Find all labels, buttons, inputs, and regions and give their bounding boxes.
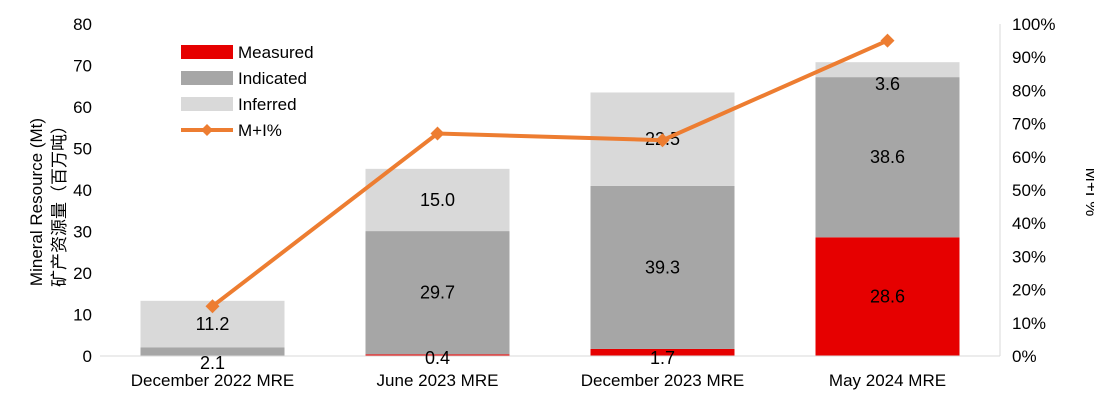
bar-data-label: 38.6 — [870, 147, 905, 167]
y-tick-label: 40 — [73, 181, 92, 200]
legend-marker — [201, 124, 213, 136]
bar-indicated — [815, 77, 960, 238]
y2-tick-label: 90% — [1012, 48, 1046, 67]
bar-data-label: 28.6 — [870, 287, 905, 307]
y2-tick-label: 40% — [1012, 214, 1046, 233]
bar-measured — [815, 237, 960, 356]
line-series-layer — [205, 33, 895, 314]
bar-data-label: 1.7 — [650, 348, 675, 368]
y2-tick-label: 100% — [1012, 15, 1055, 34]
y-tick-label: 60 — [73, 98, 92, 117]
y-axis-title: Mineral Resource (Mt) — [27, 118, 46, 286]
bar-indicated — [365, 231, 510, 355]
line-marker — [880, 33, 895, 48]
x-category-label: June 2023 MRE — [377, 371, 499, 390]
y2-tick-label: 80% — [1012, 81, 1046, 100]
legend-label: Indicated — [238, 69, 307, 88]
legend-label: Measured — [238, 43, 314, 62]
bar-data-label: 3.6 — [875, 74, 900, 94]
x-category-label: December 2022 MRE — [131, 371, 294, 390]
right-axis-ticks: 0% 10% 20% 30% 40% 50% 60% 70% 80% 90% 100% — [1012, 15, 1055, 366]
y-tick-label: 30 — [73, 223, 92, 242]
bar-data-label: 0.4 — [425, 348, 450, 368]
y2-tick-label: 20% — [1012, 281, 1046, 300]
bar-data-label: 15.0 — [420, 190, 455, 210]
line-m-plus-i — [211, 38, 889, 308]
y-tick-label: 10 — [73, 306, 92, 325]
bar-indicated — [590, 185, 735, 349]
bar-data-labels: 2.111.229.715.039.322.528.638.63.60.41.7 — [196, 74, 905, 373]
bar-data-label: 39.3 — [645, 257, 680, 277]
legend-swatch — [181, 45, 233, 59]
y2-tick-label: 10% — [1012, 314, 1046, 333]
left-axis-ticks: 0 10 20 30 40 50 60 70 80 — [73, 15, 92, 366]
x-category-label: May 2024 MRE — [829, 371, 946, 390]
bar-measured — [365, 354, 510, 356]
line-marker — [430, 126, 445, 141]
y-tick-label: 0 — [83, 347, 92, 366]
bar-measured — [590, 348, 735, 356]
y2-tick-label: 70% — [1012, 115, 1046, 134]
line-marker — [655, 133, 670, 148]
y-tick-label: 80 — [73, 15, 92, 34]
bar-data-label: 11.2 — [196, 314, 230, 334]
y-tick-label: 50 — [73, 140, 92, 159]
x-category-label: December 2023 MRE — [581, 371, 744, 390]
legend-swatch — [181, 71, 233, 85]
category-labels: December 2022 MRE June 2023 MRE December 2… — [131, 371, 946, 390]
line-marker — [205, 299, 220, 314]
bar-data-label: 2.1 — [200, 353, 225, 373]
y-tick-label: 20 — [73, 264, 92, 283]
y2-tick-label: 0% — [1012, 347, 1037, 366]
y-axis-title-cn: 矿产资源量（百万吨） — [50, 117, 69, 287]
bar-indicated — [140, 347, 285, 356]
bar-inferred — [365, 168, 510, 232]
y2-tick-label: 60% — [1012, 148, 1046, 167]
legend-label: M+I% — [238, 121, 282, 140]
legend-swatch — [181, 97, 233, 111]
legend: Measured Indicated Inferred M+I% — [181, 43, 314, 140]
legend-label: Inferred — [238, 95, 297, 114]
y2-tick-label: 30% — [1012, 247, 1046, 266]
y2-axis-title: M+I % — [1082, 168, 1094, 217]
bar-data-label: 29.7 — [420, 283, 455, 303]
y-tick-label: 70 — [73, 57, 92, 76]
bar-inferred — [815, 62, 960, 78]
y2-tick-label: 50% — [1012, 181, 1046, 200]
